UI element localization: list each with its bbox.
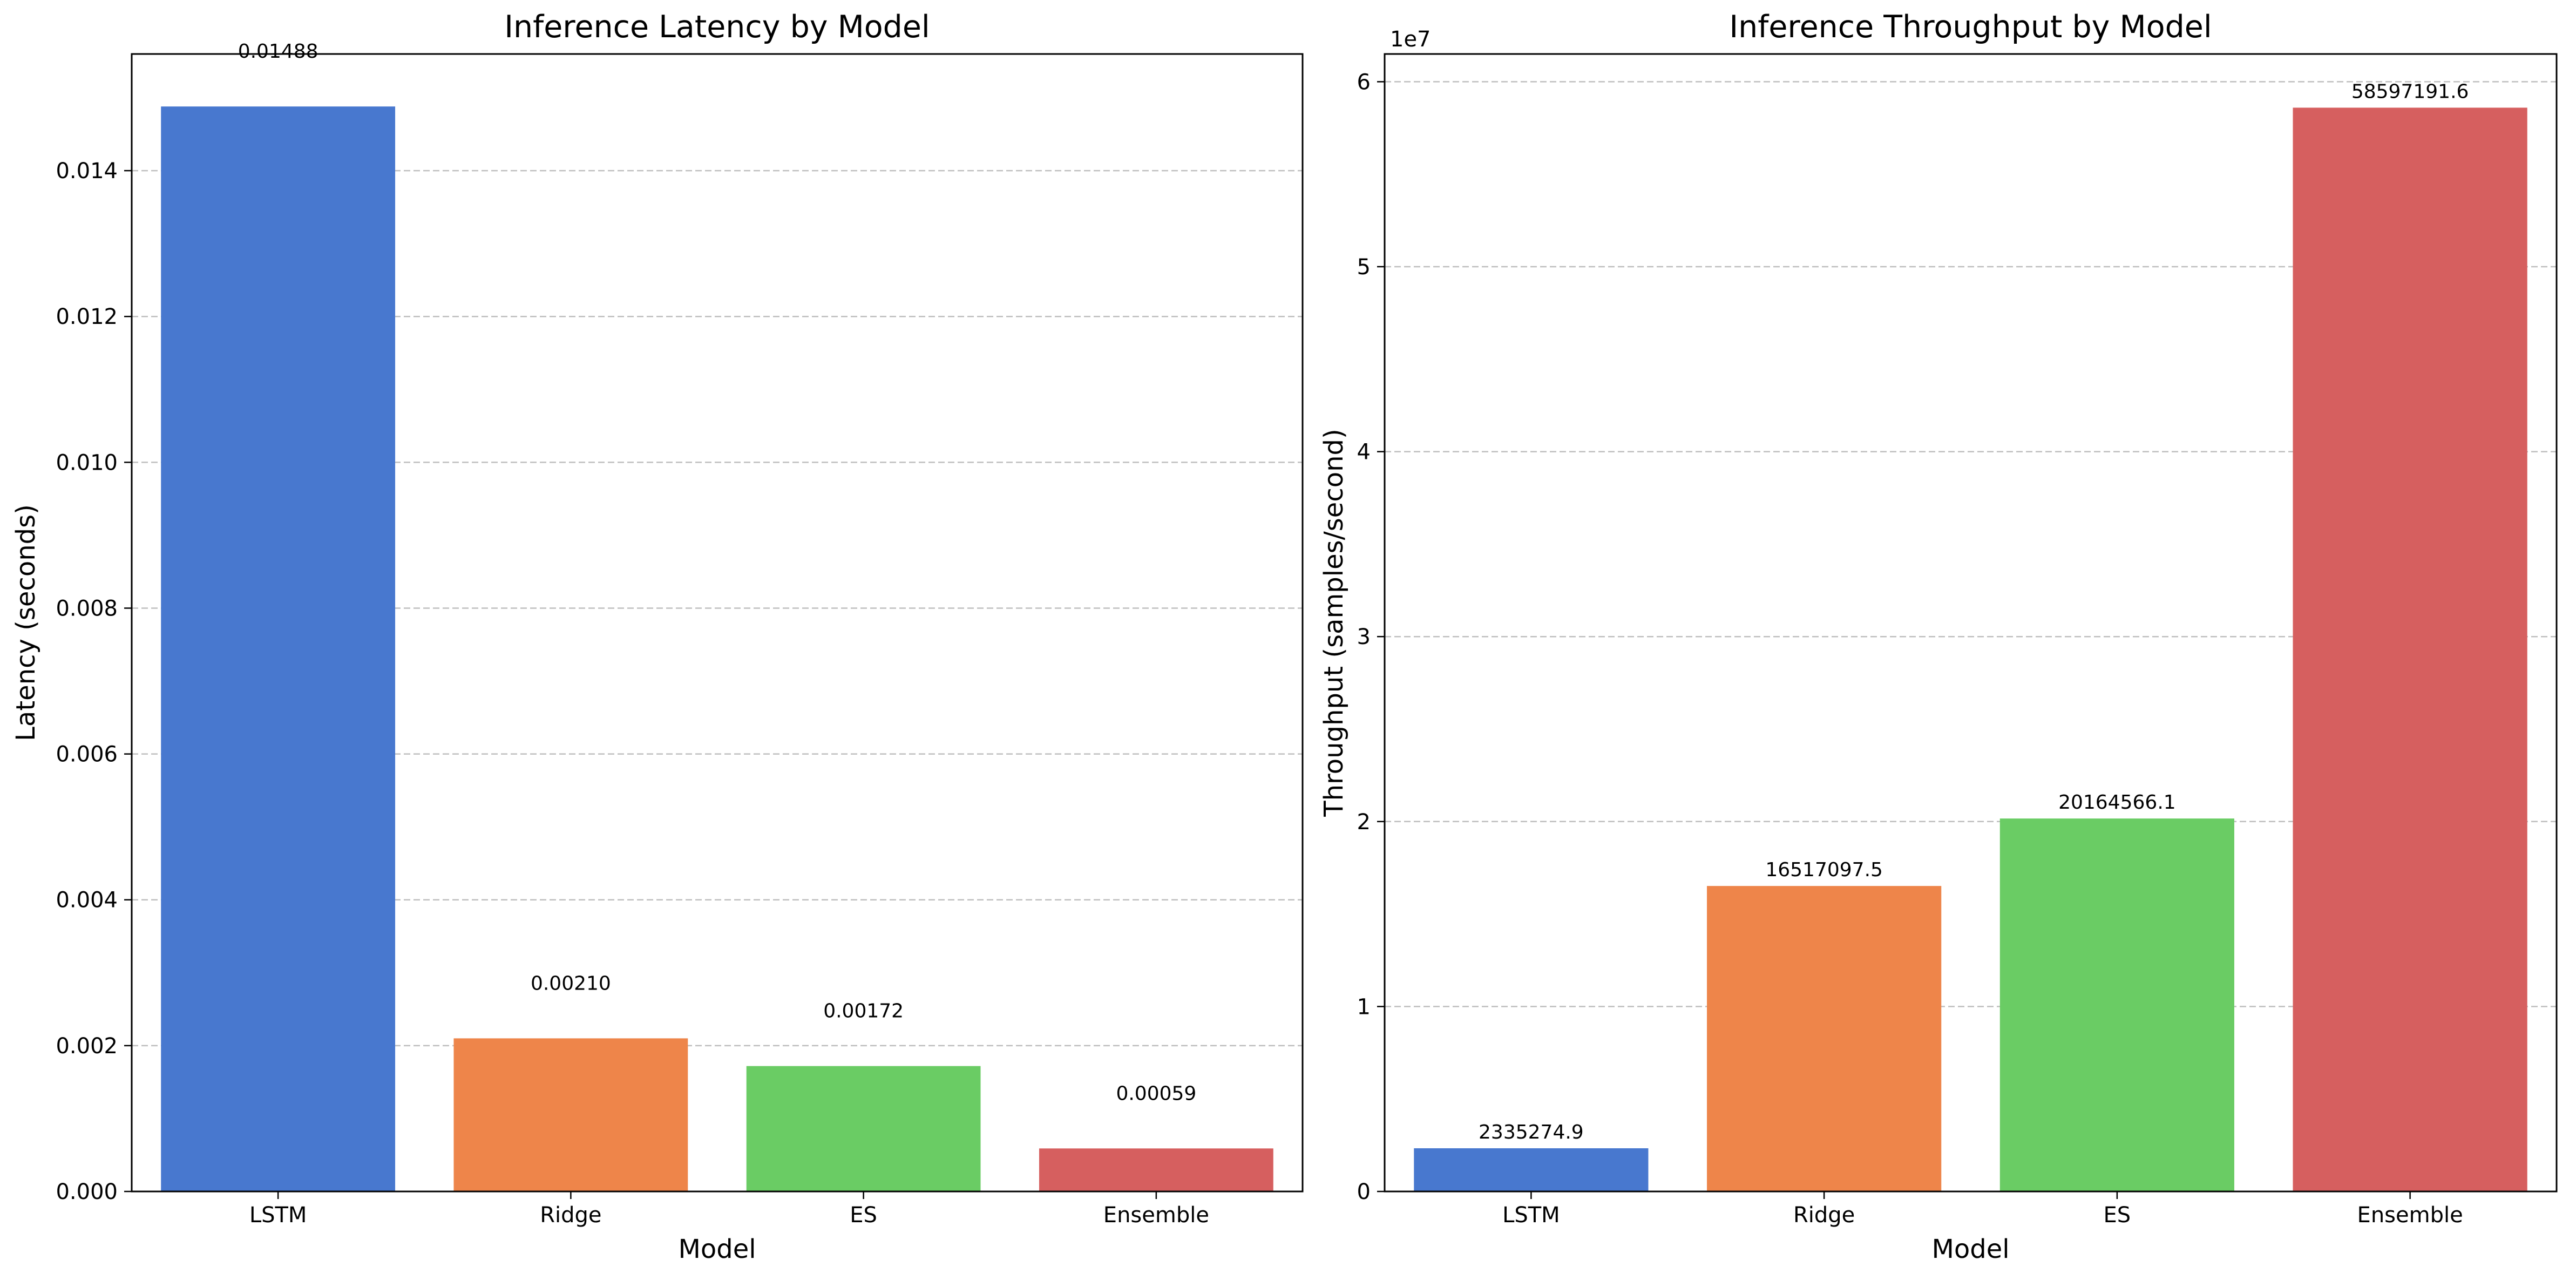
chart-title: Inference Throughput by Model [1729,9,2212,45]
y-tick-label: 4 [1357,440,1371,465]
axis-offset-text: 1e7 [1390,27,1431,52]
y-tick-label: 0.006 [56,742,118,767]
bar-ridge [453,1038,688,1191]
x-tick-label: ES [850,1203,877,1228]
x-tick-label: Ridge [1793,1203,1855,1228]
y-tick-label: 0 [1357,1180,1371,1204]
y-tick-label: 0.002 [56,1034,118,1059]
plot-frame [131,53,1304,1193]
x-tick-label: LSTM [1502,1203,1560,1228]
y-tick-label: 0.010 [56,450,118,475]
data-label: 0.00059 [1116,1082,1196,1105]
x-tick-label: LSTM [249,1203,307,1228]
y-axis-label: Latency (seconds) [11,504,41,741]
y-axis-label: Throughput (samples/second) [1319,429,1349,817]
x-tick-label: Ensemble [2357,1203,2463,1228]
y-tick-label: 3 [1357,625,1371,649]
data-label: 0.00210 [531,972,611,994]
x-tick-label: Ridge [540,1203,601,1228]
data-label: 0.00172 [823,1000,904,1022]
bar-es [1999,818,2234,1191]
bar-ensemble [2293,107,2527,1191]
bar-ridge [1707,886,1942,1191]
data-label: 2335274.9 [1479,1121,1584,1143]
y-tick-label: 0.012 [56,304,118,329]
y-tick-label: 0.000 [56,1180,118,1204]
data-label: 20164566.1 [2058,791,2176,814]
chart-title: Inference Latency by Model [504,9,930,45]
y-tick-label: 6 [1357,70,1371,94]
y-tick-label: 5 [1357,255,1371,280]
y-tick-label: 1 [1357,994,1371,1019]
plot-frame [1384,53,2558,1193]
bar-lstm [1414,1148,1649,1191]
data-label: 58597191.6 [2351,80,2469,103]
chart-latency: 0.01488 LSTM 0.00210 Ridge 0.00172 ES 0.00059 E… [11,9,1304,1264]
x-tick-label: ES [2104,1203,2131,1228]
y-tick-label: 0.014 [56,159,118,184]
data-label: 16517097.5 [1765,859,1883,881]
bar-ensemble [1039,1148,1273,1191]
y-tick-label: 2 [1357,810,1371,835]
bar-lstm [161,106,396,1192]
chart-throughput: 2335274.9 LSTM 16517097.5 Ridge 20164566.1 ES… [1319,9,2558,1264]
data-label: 0.01488 [238,40,318,63]
x-tick-label: Ensemble [1103,1203,1209,1228]
y-tick-label: 0.004 [56,888,118,913]
y-tick-label: 0.008 [56,596,118,621]
bar-es [746,1066,981,1191]
x-axis-label: Model [678,1234,756,1264]
x-axis-label: Model [1931,1234,2009,1264]
